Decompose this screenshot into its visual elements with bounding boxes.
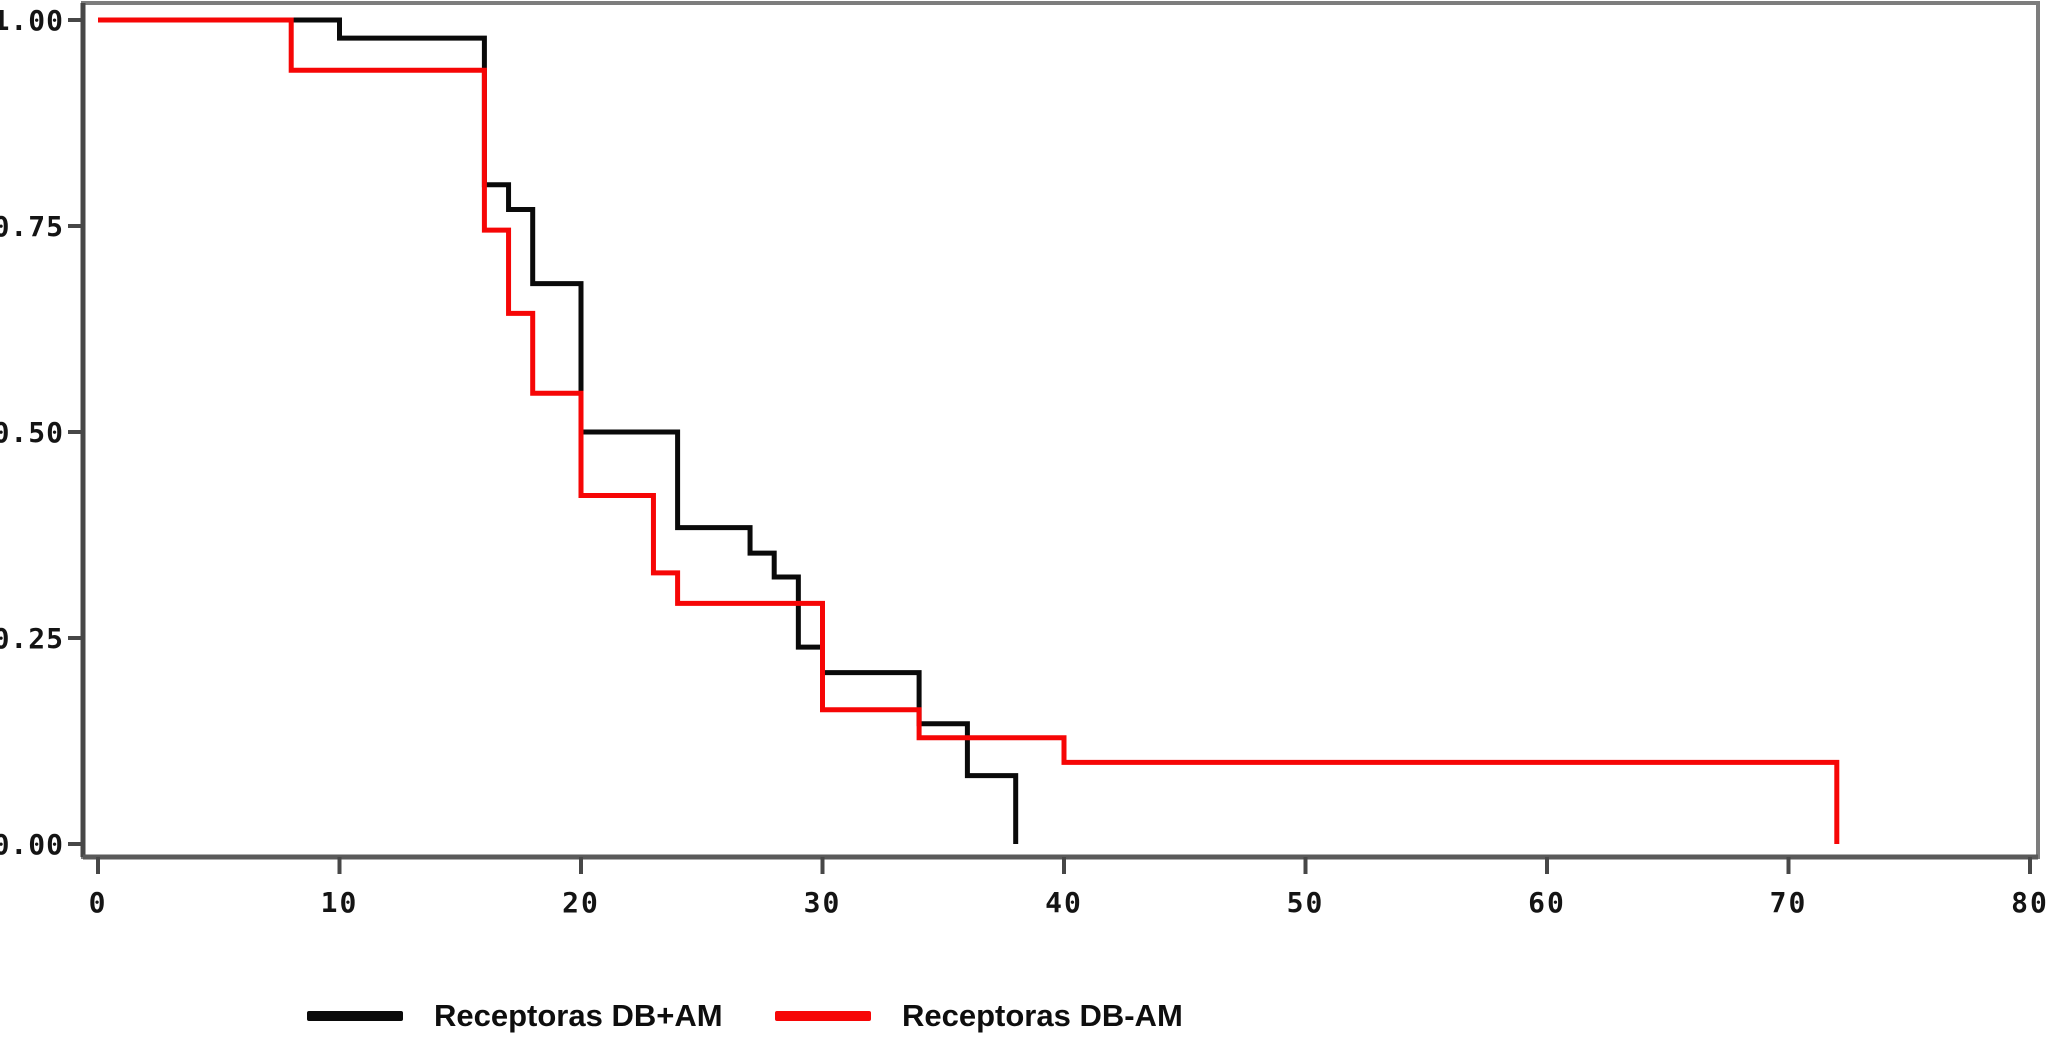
legend-item-db-minus-am: Receptoras DB-AM [775,993,1183,1039]
x-tick-label: 40 [1045,886,1083,919]
legend-line-red [775,1011,871,1021]
y-tick-label: 0.50 [0,416,64,449]
series-receptoras-db-plus-am [98,17,1019,844]
x-tick-label: 10 [321,886,359,919]
legend-label: Receptoras DB-AM [902,998,1183,1033]
y-tick-label: 0.25 [0,622,64,655]
x-tick-label: 30 [804,886,842,919]
x-tick-label: 60 [1528,886,1566,919]
legend-line-black [307,1011,403,1021]
plot-frame [81,1,2040,859]
series-receptoras-db-minus-am [98,17,1840,844]
x-tick-label: 0 [89,886,108,919]
x-tick-label: 20 [562,886,600,919]
legend: Receptoras DB+AM Receptoras DB-AM [0,993,2052,1039]
y-tick-label: 0.00 [0,828,64,861]
legend-item-db-plus-am: Receptoras DB+AM [307,993,723,1039]
legend-label: Receptoras DB+AM [434,998,723,1033]
x-tick-label: 50 [1287,886,1325,919]
y-tick-label: 1.00 [0,4,64,37]
x-tick-label: 70 [1770,886,1808,919]
y-tick-label: 0.75 [0,210,64,243]
x-tick-label: 80 [2011,886,2049,919]
